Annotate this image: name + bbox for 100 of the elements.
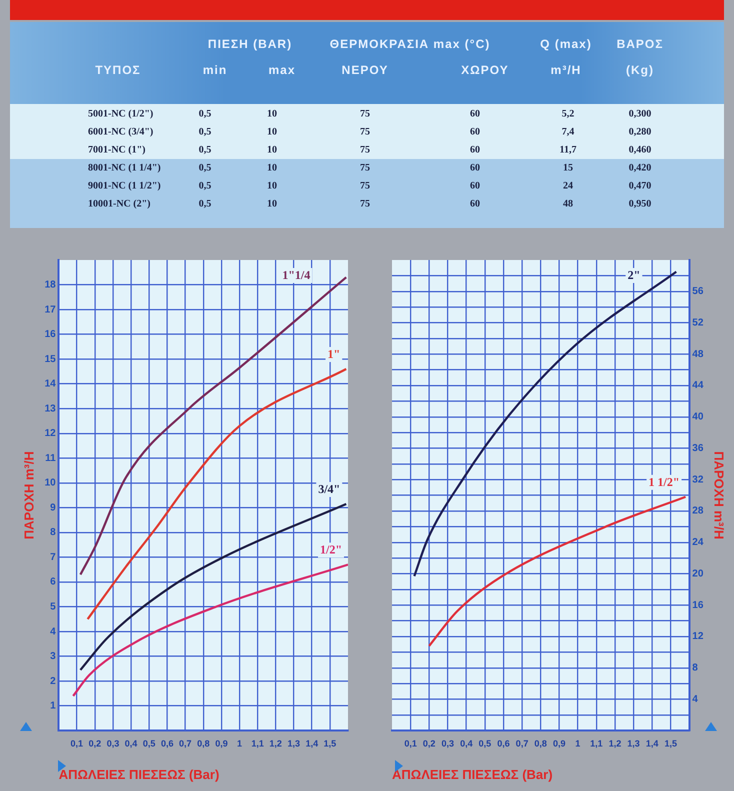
text: 75 [360,126,370,138]
x-tick-label: 0,4 [460,738,473,748]
y2-tick-label: 56 [692,286,704,298]
y-tick-label: 10 [44,478,56,489]
y-tick-label: 5 [50,602,56,613]
series-label: 2" [628,268,640,282]
text: 10 [267,144,277,156]
x-tick-label: 1 [575,738,580,748]
y2-tick-label: 28 [692,506,704,517]
text: 60 [470,162,480,174]
x-tick-label: 0,3 [106,738,120,748]
text: 0,5 [198,126,212,138]
text: 60 [470,126,480,138]
y2-tick-label: 48 [692,348,704,360]
x-tick-label: 0,8 [534,738,547,748]
text: 0,470 [628,180,652,192]
text: Q (max) [540,37,592,51]
text: (Kg) [626,63,654,77]
y2-tick-label: 16 [692,600,704,611]
x-tick-label: 0,9 [552,738,566,748]
text: 0,5 [198,162,212,174]
y2-tick-label: 4 [692,694,698,705]
text: ΘΕΡΜΟΚΡΑΣΙΑ max (°C) [330,37,490,51]
x-tick-label: 1,1 [590,738,603,748]
y-tick-label: 8 [50,527,56,538]
series-label: 3/4" [318,482,340,496]
text: 10 [267,180,277,192]
y-tick-label: 12 [44,428,56,440]
x-tick-label: 1,5 [664,738,677,748]
text: 0,420 [628,162,652,174]
x-tick-label: 1,2 [269,738,282,748]
text: 5001-NC (1/2") [88,108,154,120]
y2-tick-label: 40 [692,412,704,423]
text: 75 [360,198,370,210]
y-tick-label: 3 [50,651,56,662]
text: 7,4 [562,126,574,138]
y2-tick-label: 20 [692,568,704,580]
x-tick-label: 1,3 [627,738,640,748]
text: ΒΑΡΟΣ [616,37,664,51]
x-tick-label: 0,7 [516,738,528,748]
y2-tick-label: 12 [692,631,704,642]
text: 0,950 [628,198,652,210]
line-series [428,496,687,647]
text: 0,5 [198,108,212,120]
text: 75 [360,144,370,156]
text: 60 [470,108,480,120]
text: 0,300 [628,108,652,120]
text: ΤΥΠΟΣ [95,63,141,77]
x-tick-label: 0,6 [497,738,510,748]
line-series [86,368,348,620]
y-tick-label: 14 [44,378,56,390]
text: 11,7 [560,144,576,156]
text: 7001-NC (1") [88,144,146,156]
text: 10 [267,108,277,120]
x-tick-label: 1,5 [324,738,336,748]
x-tick-label: 0,6 [160,738,174,748]
y2-tick-label: 8 [692,662,698,674]
text: 0,5 [198,144,212,156]
text: 10 [267,198,277,210]
x-tick-label: 0,1 [404,738,417,748]
text: 48 [563,198,573,210]
text: min [202,63,228,77]
y2-tick-label: 36 [692,442,704,454]
text: 0,5 [198,180,212,192]
x-tick-label: 0,2 [88,738,102,748]
line-series [79,502,348,672]
text: 10001-NC (2") [88,198,150,210]
x-tick-label: 0,9 [215,738,228,748]
x-tick-label: 0,8 [197,738,210,748]
x-axis-title: ΑΠΩΛΕΙΕΣ ΠΙΕΣΕΩΣ (Bar) [392,766,553,782]
text: 6001-NC (3/4") [88,126,154,138]
y2-tick-label: 44 [692,380,704,392]
x-tick-label: 1,4 [306,738,318,748]
text: 60 [470,180,480,192]
y-axis-title: ΠΑΡΟΧΗ m³/H [21,451,36,540]
text: max [268,63,296,77]
text: 24 [563,180,573,192]
y-tick-label: 6 [50,576,56,588]
text: 0,280 [628,126,652,138]
y-tick-label: 2 [50,676,56,687]
y-tick-label: 13 [44,403,56,414]
text: ΧΩΡΟΥ [461,63,509,77]
series-label: 1 1/2" [648,474,680,489]
line-series [413,270,678,578]
text: 75 [360,162,370,174]
y2-tick-label: 52 [692,317,704,328]
series-label: 1" [328,347,340,362]
x-tick-label: 0,4 [124,738,138,748]
x-tick-label: 0,3 [441,738,454,748]
y2-tick-label: 32 [692,474,704,486]
y-tick-label: 7 [50,552,56,563]
text: 5,2 [562,108,574,120]
text: ΝΕΡΟΥ [342,63,388,77]
x-axis-title: ΑΠΩΛΕΙΕΣ ΠΙΕΣΕΩΣ (Bar) [58,766,220,782]
text: 10 [267,126,277,138]
series-label: 1"1/4 [282,268,310,282]
series-label: 1/2" [320,542,342,557]
x-tick-label: 0,1 [70,738,84,748]
y-tick-label: 18 [44,280,56,291]
text: ΠΙΕΣΗ (BAR) [208,37,292,51]
